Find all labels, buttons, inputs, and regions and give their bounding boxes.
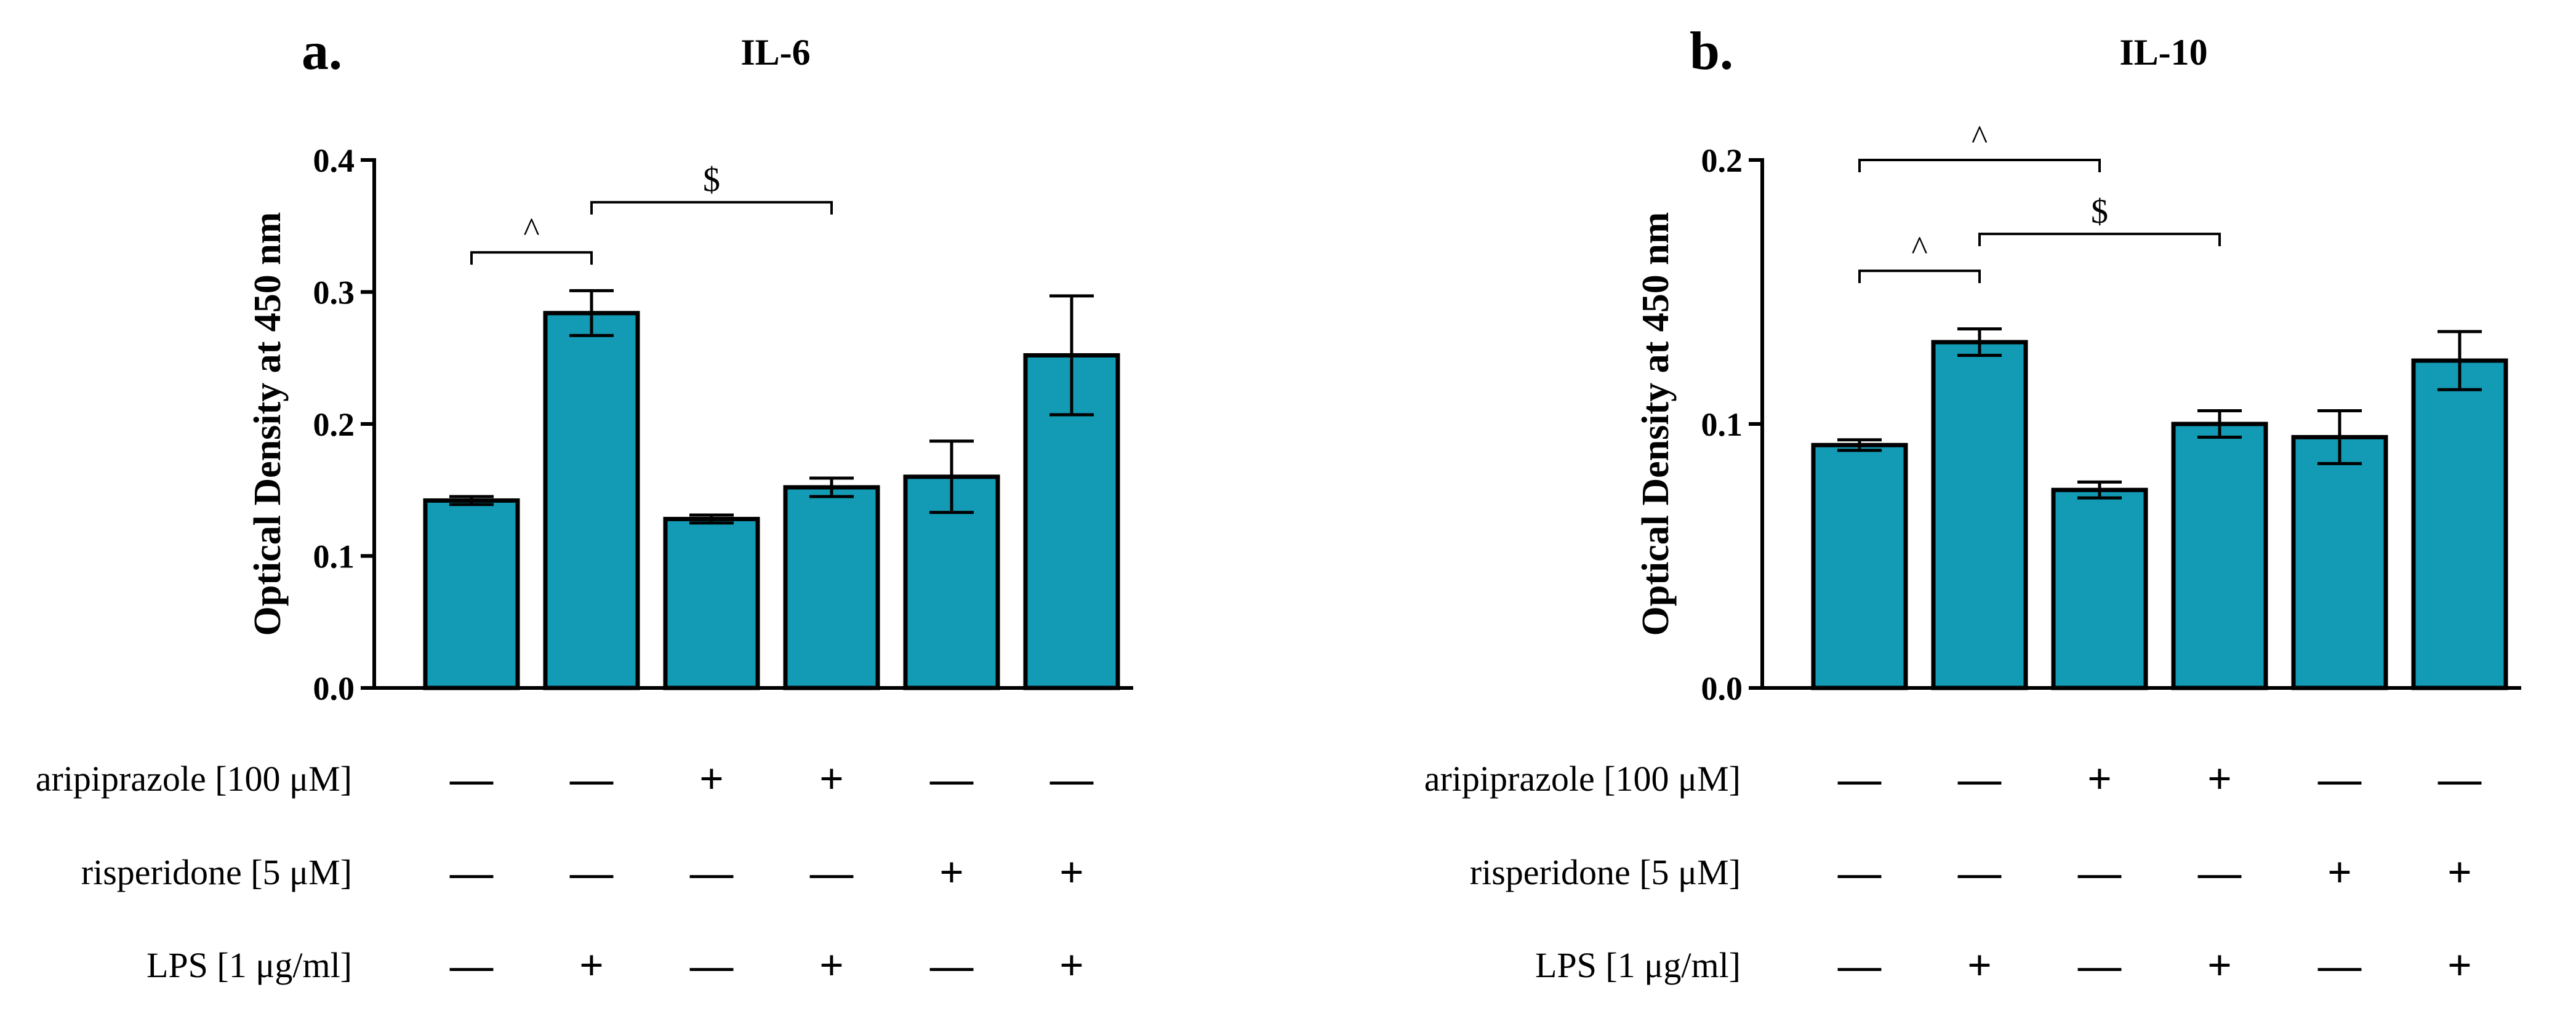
condition-plus: + xyxy=(699,756,724,803)
y-axis-label: Optical Density at 450 nm xyxy=(247,212,289,636)
significance-symbol: ^ xyxy=(523,211,539,249)
significance-bracket: $ xyxy=(1978,193,2221,247)
condition-minus: — xyxy=(2317,942,2362,989)
error-bar xyxy=(449,495,494,506)
condition-label: aripiprazole [100 μM] xyxy=(1424,759,1741,799)
condition-plus: + xyxy=(1967,942,1992,989)
condition-minus: — xyxy=(689,849,734,897)
y-tick-label: 0.2 xyxy=(313,406,355,443)
condition-plus: + xyxy=(939,849,964,897)
significance-bracket: ^ xyxy=(1858,119,2101,172)
condition-plus: + xyxy=(2207,756,2232,803)
condition-minus: — xyxy=(2077,849,2122,897)
condition-label: LPS [1 μg/ml] xyxy=(1535,945,1741,985)
condition-label: risperidone [5 μM] xyxy=(1470,852,1741,892)
significance-bracket: $ xyxy=(590,161,833,215)
panel-letter: b. xyxy=(1690,22,1733,81)
significance-bracket: ^ xyxy=(1858,230,1981,284)
bar xyxy=(783,485,880,690)
bar xyxy=(2411,358,2508,690)
error-bar xyxy=(809,476,854,498)
error-bar xyxy=(2438,330,2482,391)
condition-plus: + xyxy=(819,942,844,989)
bar xyxy=(423,498,520,690)
bar xyxy=(2291,434,2388,690)
error-bar xyxy=(1837,438,1882,452)
bar xyxy=(2051,487,2148,690)
bar xyxy=(1931,340,2028,690)
y-tick-label: 0.4 xyxy=(313,142,355,179)
condition-minus: — xyxy=(449,756,494,803)
condition-label: aripiprazole [100 μM] xyxy=(36,759,352,799)
condition-minus: — xyxy=(2438,756,2482,803)
condition-minus: — xyxy=(449,942,494,989)
condition-minus: — xyxy=(569,756,614,803)
significance-symbol: $ xyxy=(703,161,720,199)
error-bar xyxy=(689,513,734,525)
condition-minus: — xyxy=(569,849,614,897)
condition-plus: + xyxy=(2327,849,2352,897)
condition-minus: — xyxy=(689,942,734,989)
condition-minus: — xyxy=(2077,942,2122,989)
significance-bracket: ^ xyxy=(470,211,593,265)
condition-minus: — xyxy=(1837,942,1882,989)
condition-minus: — xyxy=(1837,756,1882,803)
y-tick-label: 0.2 xyxy=(1701,142,1743,179)
significance-symbol: $ xyxy=(2091,193,2108,231)
y-tick-label: 0.0 xyxy=(1701,670,1743,707)
bar xyxy=(1811,442,1908,690)
error-bar xyxy=(1049,294,1094,417)
condition-minus: — xyxy=(929,942,974,989)
bar xyxy=(543,311,640,690)
error-bar xyxy=(2197,409,2242,439)
condition-minus: — xyxy=(2197,849,2242,897)
condition-minus: — xyxy=(1049,756,1094,803)
condition-plus: + xyxy=(2447,849,2472,897)
condition-plus: + xyxy=(2447,942,2472,989)
condition-minus: — xyxy=(2317,756,2362,803)
chart-title: IL-6 xyxy=(740,32,810,73)
chart-title: IL-10 xyxy=(2119,32,2207,73)
y-axis-label: Optical Density at 450 nm xyxy=(1635,212,1677,636)
bar xyxy=(2171,422,2268,690)
error-bar xyxy=(2077,480,2122,500)
chart-panel-a: a. IL-6 Optical Density at 450 nm 0.0 0.1 0.2… xyxy=(36,22,1133,989)
bracket-line xyxy=(1858,159,2101,172)
condition-minus: — xyxy=(449,849,494,897)
bracket-line xyxy=(590,201,833,215)
condition-plus: + xyxy=(2087,756,2112,803)
condition-plus: + xyxy=(2207,942,2232,989)
error-bar xyxy=(929,439,974,514)
significance-symbol: ^ xyxy=(1972,119,1988,157)
condition-plus: + xyxy=(1059,849,1084,897)
y-tick-label: 0.1 xyxy=(1701,406,1743,443)
bracket-line xyxy=(1978,233,2221,247)
condition-plus: + xyxy=(819,756,844,803)
chart-panel-b: b. IL-10 Optical Density at 450 nm 0.0 0.1 0.… xyxy=(1424,22,2521,989)
panel-letter: a. xyxy=(302,22,342,81)
error-bar xyxy=(569,289,614,337)
bracket-line xyxy=(470,251,593,265)
y-tick-label: 0.0 xyxy=(313,670,355,707)
bar xyxy=(663,516,760,690)
condition-plus: + xyxy=(1059,942,1084,989)
error-bar xyxy=(2317,409,2362,465)
significance-symbol: ^ xyxy=(1911,230,1927,268)
condition-plus: + xyxy=(579,942,604,989)
y-tick-label: 0.3 xyxy=(313,274,355,311)
condition-minus: — xyxy=(1957,756,2002,803)
condition-minus: — xyxy=(929,756,974,803)
error-bar xyxy=(1957,327,2002,357)
y-tick-label: 0.1 xyxy=(313,538,355,575)
condition-minus: — xyxy=(1957,849,2002,897)
bracket-line xyxy=(1858,270,1981,284)
condition-minus: — xyxy=(1837,849,1882,897)
condition-minus: — xyxy=(809,849,854,897)
condition-label: risperidone [5 μM] xyxy=(81,852,352,892)
condition-label: LPS [1 μg/ml] xyxy=(146,945,352,985)
